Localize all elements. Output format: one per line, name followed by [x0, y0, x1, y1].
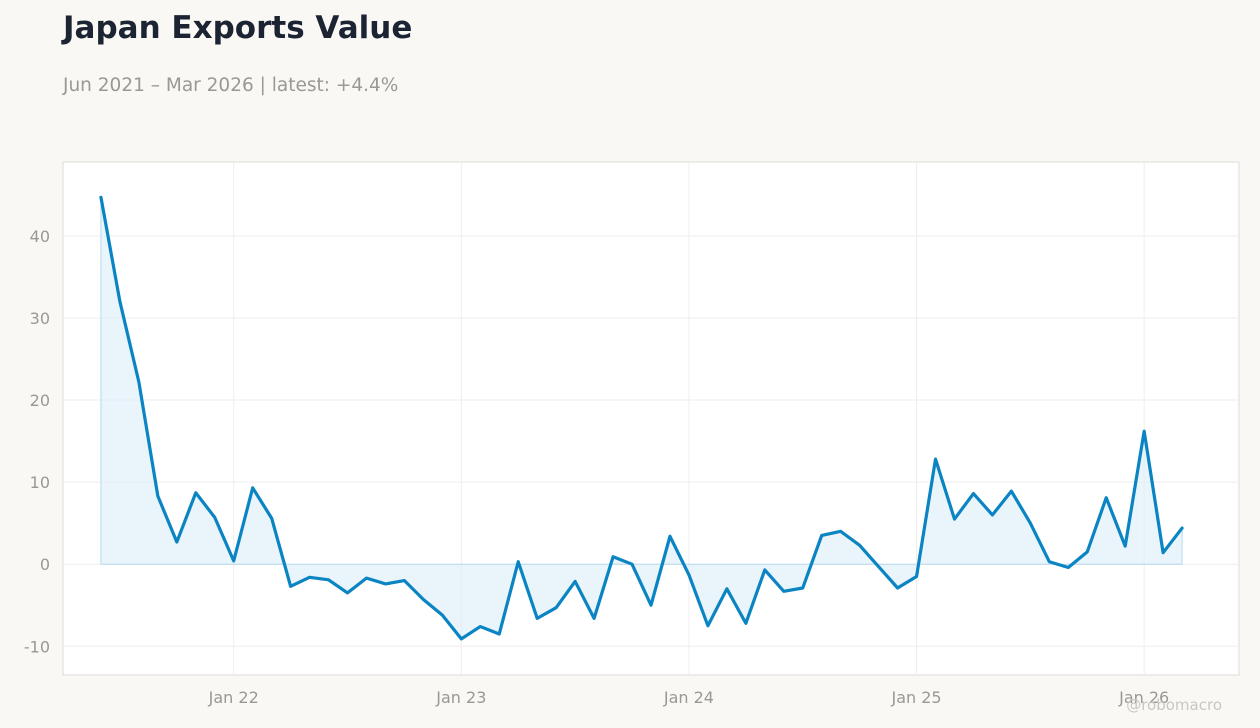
series-line-layer: [99, 195, 1184, 641]
y-axis-ticks: -10 0 10 20 30 40: [24, 227, 50, 656]
x-tick-label: Jan 24: [663, 688, 714, 707]
y-tick-label: 10: [30, 473, 50, 492]
watermark: @robomacro: [1126, 696, 1222, 714]
y-tick-label: 40: [30, 227, 50, 246]
x-tick-label: Jan 22: [208, 688, 259, 707]
x-tick-label: Jan 23: [435, 688, 486, 707]
chart-title: Japan Exports Value: [63, 10, 413, 46]
series-line: [99, 195, 1184, 641]
x-tick-label: Jan 25: [890, 688, 941, 707]
chart-subtitle: Jun 2021 – Mar 2026 | latest: +4.4%: [63, 75, 399, 96]
y-tick-label: 30: [30, 309, 50, 328]
y-tick-label: -10: [24, 637, 50, 656]
y-tick-label: 20: [30, 391, 50, 410]
y-tick-label: 0: [40, 555, 50, 574]
x-axis-ticks: Jan 22 Jan 23 Jan 24 Jan 25 Jan 26: [208, 688, 1170, 707]
x-tick-label: Jan 26: [1118, 688, 1169, 707]
